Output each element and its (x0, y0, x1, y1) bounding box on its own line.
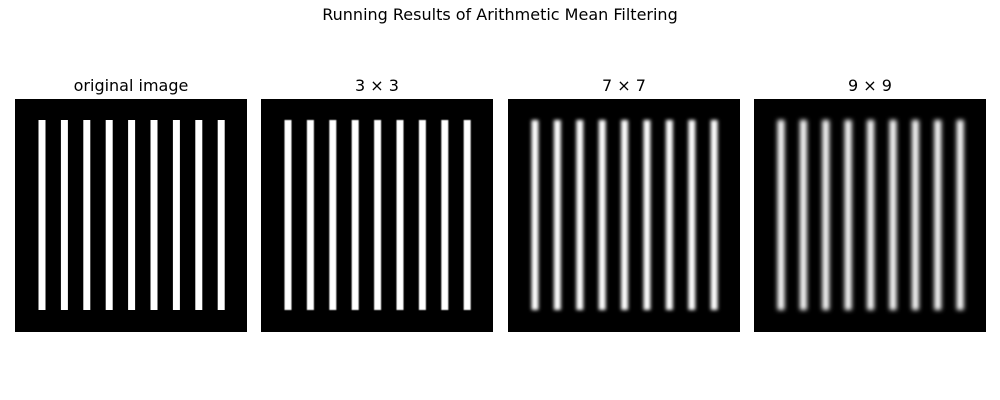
panel-title-original: original image (73, 76, 189, 95)
panel-title-3x3: 3 × 3 (355, 76, 399, 95)
white-stripe (867, 120, 875, 310)
white-stripe (665, 120, 673, 310)
white-stripe (351, 120, 359, 310)
white-stripe (710, 120, 718, 310)
filtered-9x9-image (754, 99, 986, 332)
white-stripe (844, 120, 852, 310)
white-stripe (531, 120, 539, 310)
white-stripe (822, 120, 830, 310)
white-stripe (329, 120, 337, 310)
original-image (15, 99, 247, 332)
white-stripe (934, 120, 942, 310)
filtered-3x3-image (261, 99, 493, 332)
white-stripe (463, 120, 471, 310)
filtered-7x7-panel (508, 99, 740, 332)
white-stripe (83, 120, 91, 310)
white-stripe (598, 120, 606, 310)
panel-title-9x9: 9 × 9 (848, 76, 892, 95)
white-stripe (889, 120, 897, 310)
original-image-panel (15, 99, 247, 332)
white-stripe (128, 120, 136, 310)
panel-title-7x7: 7 × 7 (602, 76, 646, 95)
white-stripe (418, 120, 426, 310)
white-stripe (777, 120, 785, 310)
white-stripe (306, 120, 314, 310)
white-stripe (396, 120, 404, 310)
white-stripe (553, 120, 561, 310)
filtered-7x7-image (508, 99, 740, 332)
white-stripe (284, 120, 292, 310)
figure-title: Running Results of Arithmetic Mean Filte… (322, 5, 678, 24)
white-stripe (150, 120, 158, 310)
white-stripe (643, 120, 651, 310)
filtered-3x3-panel (261, 99, 493, 332)
white-stripe (60, 120, 68, 310)
white-stripe (799, 120, 807, 310)
white-stripe (621, 120, 629, 310)
white-stripe (911, 120, 919, 310)
white-stripe (956, 120, 964, 310)
white-stripe (172, 120, 180, 310)
white-stripe (105, 120, 113, 310)
white-stripe (576, 120, 584, 310)
filtered-9x9-panel (754, 99, 986, 332)
white-stripe (195, 120, 203, 310)
white-stripe (688, 120, 696, 310)
white-stripe (441, 120, 449, 310)
white-stripe (217, 120, 225, 310)
white-stripe (38, 120, 46, 310)
white-stripe (374, 120, 382, 310)
